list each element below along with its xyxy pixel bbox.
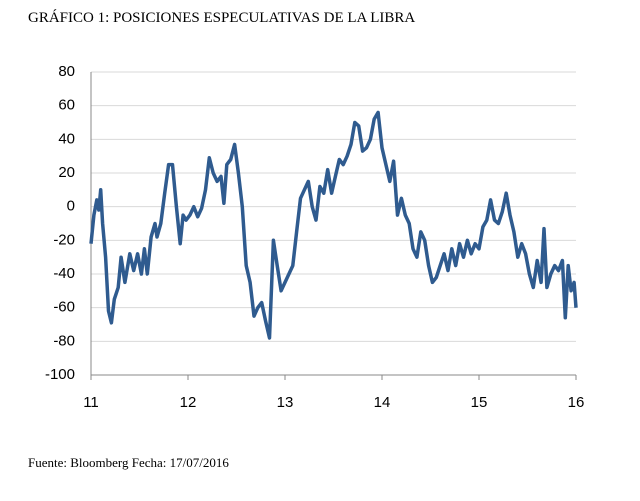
x-tick-label: 12 — [180, 394, 197, 411]
data-line — [89, 110, 578, 340]
chart-title: GRÁFICO 1: POSICIONES ESPECULATIVAS DE L… — [28, 9, 415, 26]
source-note: Fuente: Bloomberg Fecha: 17/07/2016 — [28, 455, 229, 470]
y-tick-label: -40 — [53, 265, 75, 282]
y-tick-label: 20 — [58, 164, 75, 181]
x-tick-label: 15 — [471, 394, 488, 411]
y-tick-label: 80 — [58, 63, 75, 80]
y-tick-label: -60 — [53, 299, 75, 316]
y-tick-label: -100 — [45, 366, 75, 383]
y-tick-label: -80 — [53, 332, 75, 349]
y-tick-label: 0 — [67, 198, 75, 215]
x-tick-label: 13 — [277, 394, 294, 411]
x-tick-label: 14 — [374, 394, 391, 411]
y-tick-label: -20 — [53, 231, 75, 248]
y-tick-label: 40 — [58, 130, 75, 147]
x-tick-label: 16 — [568, 394, 585, 411]
y-tick-label: 60 — [58, 97, 75, 114]
x-tick-label: 11 — [83, 394, 99, 411]
